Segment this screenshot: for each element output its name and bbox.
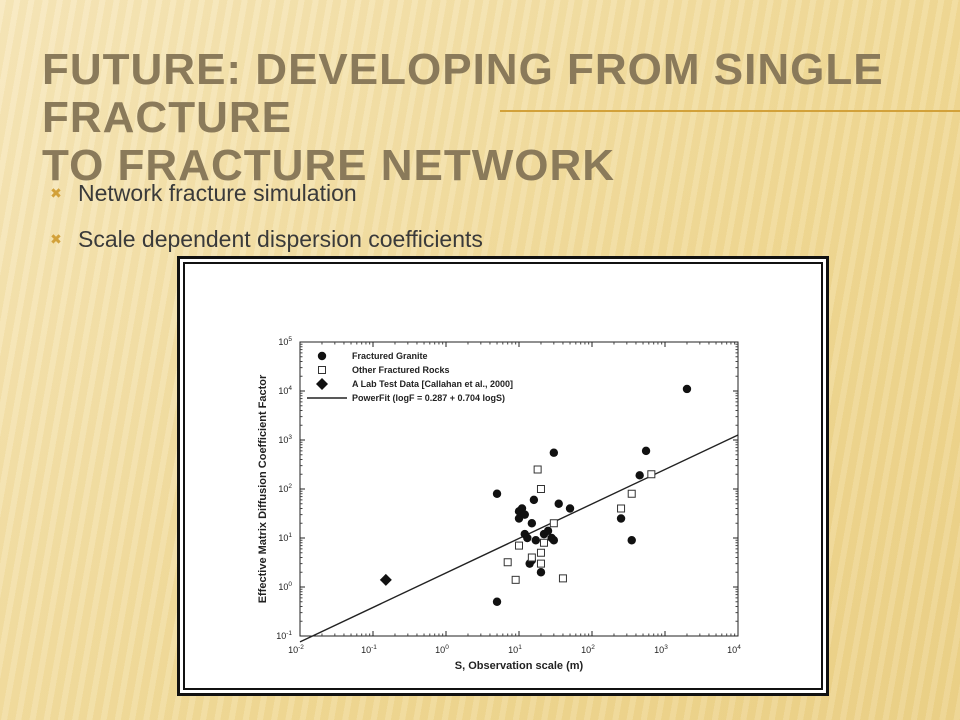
- granite-point: [549, 536, 559, 545]
- slide-title: Future: Developing from single fracture …: [42, 46, 942, 190]
- y-tick-label: 101: [278, 532, 292, 543]
- x-axis-label: S, Observation scale (m): [455, 660, 584, 672]
- granite-point: [543, 526, 553, 536]
- other-rock-point: [511, 575, 520, 584]
- other-rock-point: [647, 470, 656, 479]
- granite-point: [527, 519, 537, 528]
- bullet-item: ✖ Network fracture simulation: [48, 170, 483, 216]
- lab-test-point: [379, 573, 392, 586]
- granite-point: [492, 597, 502, 606]
- y-tick-label: 10-1: [276, 630, 292, 641]
- legend-label: PowerFit (logF = 0.287 + 0.704 logS): [352, 393, 505, 403]
- granite-point: [635, 471, 644, 480]
- scatter-chart: 10-2 10-1 100 101 102 103 104 10-1 100 101 102 103 1…: [257, 336, 741, 672]
- granite-point: [549, 448, 559, 457]
- x-tick-label: 102: [581, 644, 595, 655]
- legend-swatch: [316, 378, 328, 390]
- bullet-item: ✖ Scale dependent dispersion coefficient…: [48, 216, 483, 262]
- legend-swatch: [317, 351, 327, 361]
- other-rock-point: [536, 548, 545, 557]
- bullet-list: ✖ Network fracture simulation ✖ Scale de…: [48, 170, 483, 262]
- y-tick-label: 102: [278, 483, 292, 494]
- other-rock-point: [627, 489, 636, 498]
- power-fit-line: [299, 434, 739, 643]
- granite-point: [531, 536, 541, 545]
- legend-label: Fractured Granite: [352, 351, 428, 361]
- other-rock-point: [539, 538, 548, 547]
- other-rock-point: [527, 553, 536, 562]
- x-bullet-icon: ✖: [50, 230, 62, 247]
- granite-point: [616, 514, 626, 523]
- granite-point: [523, 533, 532, 543]
- bullet-text: Scale dependent dispersion coefficients: [78, 225, 483, 252]
- other-rock-point: [503, 558, 512, 567]
- other-rock-point: [536, 559, 545, 568]
- granite-point: [536, 568, 546, 577]
- granite-point: [682, 384, 692, 394]
- other-rock-point: [558, 574, 567, 583]
- y-tick-label: 105: [278, 336, 292, 347]
- granite-point: [520, 510, 529, 519]
- title-line-1: Future: Developing from single fracture: [42, 45, 884, 142]
- x-tick-label: 10-1: [361, 644, 377, 655]
- y-tick-label: 100: [278, 581, 292, 592]
- title-rule: [500, 110, 960, 112]
- x-tick-label: 10-2: [288, 644, 304, 655]
- other-rock-point: [536, 485, 545, 493]
- y-axis-label: Effective Matrix Diffusion Coefficient F…: [257, 374, 269, 603]
- x-tick-label: 103: [654, 644, 668, 655]
- granite-point: [565, 504, 575, 513]
- legend-label: A Lab Test Data [Callahan et al., 2000]: [352, 379, 513, 389]
- legend-label: Other Fractured Rocks: [352, 365, 450, 375]
- bullet-text: Network fracture simulation: [78, 179, 357, 206]
- other-rock-point: [533, 465, 542, 474]
- other-rock-point: [549, 519, 558, 528]
- y-tick-label: 104: [278, 385, 292, 396]
- other-rock-point: [617, 504, 626, 513]
- x-tick-label: 100: [435, 644, 449, 655]
- chart-frame: 10-2 10-1 100 101 102 103 104 10-1 100 101 102 103 1…: [177, 256, 829, 696]
- y-tick-label: 103: [278, 434, 292, 445]
- other-rock-point: [515, 541, 523, 550]
- legend-swatch: [318, 366, 326, 374]
- granite-point: [641, 446, 651, 456]
- x-tick-label: 104: [727, 644, 741, 655]
- x-bullet-icon: ✖: [50, 184, 62, 201]
- title-line-2: to fracture network: [42, 141, 616, 190]
- granite-point: [529, 495, 539, 505]
- x-tick-label: 101: [508, 644, 522, 655]
- granite-point: [627, 536, 636, 545]
- granite-point: [492, 489, 502, 498]
- granite-point: [554, 499, 563, 508]
